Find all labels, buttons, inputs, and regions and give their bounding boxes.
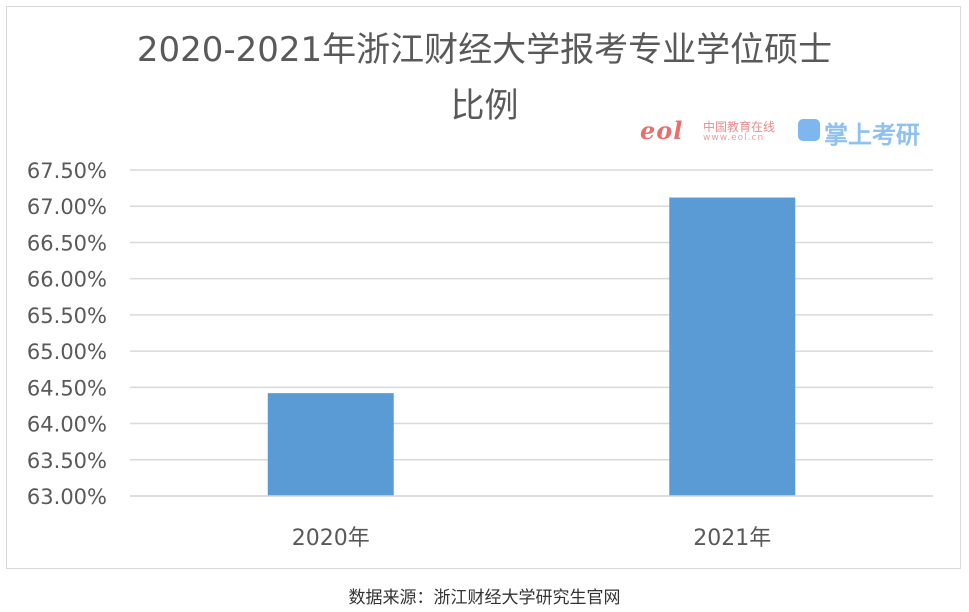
watermark-app-name: 掌上考研 bbox=[824, 121, 920, 149]
y-tick-label: 66.00% bbox=[27, 268, 107, 292]
chart-title-line2: 比例 bbox=[450, 86, 519, 126]
y-tick-label: 67.50% bbox=[27, 159, 107, 183]
eol-logo: eol bbox=[640, 116, 684, 145]
watermark-site-url: www.eol.cn bbox=[703, 133, 765, 143]
y-tick-label: 67.00% bbox=[27, 195, 107, 219]
y-tick-label: 65.00% bbox=[27, 340, 107, 364]
y-tick-label: 63.50% bbox=[27, 449, 107, 473]
bar-0 bbox=[267, 393, 394, 496]
y-tick-label: 64.00% bbox=[27, 413, 107, 437]
chart-frame bbox=[6, 6, 961, 569]
y-tick-label: 66.50% bbox=[27, 231, 107, 255]
watermark-site-name: 中国教育在线 bbox=[703, 120, 776, 134]
chart-title-line1: 2020-2021年浙江财经大学报考专业学位硕士 bbox=[136, 30, 833, 70]
data-source-caption: 数据来源：浙江财经大学研究生官网 bbox=[348, 588, 621, 608]
y-tick-label: 65.50% bbox=[27, 304, 107, 328]
y-tick-label: 64.50% bbox=[27, 376, 107, 400]
bar-1 bbox=[669, 197, 796, 497]
app-logo-icon bbox=[798, 119, 820, 141]
x-category-label: 2021年 bbox=[693, 526, 771, 551]
x-category-label: 2020年 bbox=[292, 526, 370, 551]
y-tick-label: 63.00% bbox=[27, 485, 107, 509]
